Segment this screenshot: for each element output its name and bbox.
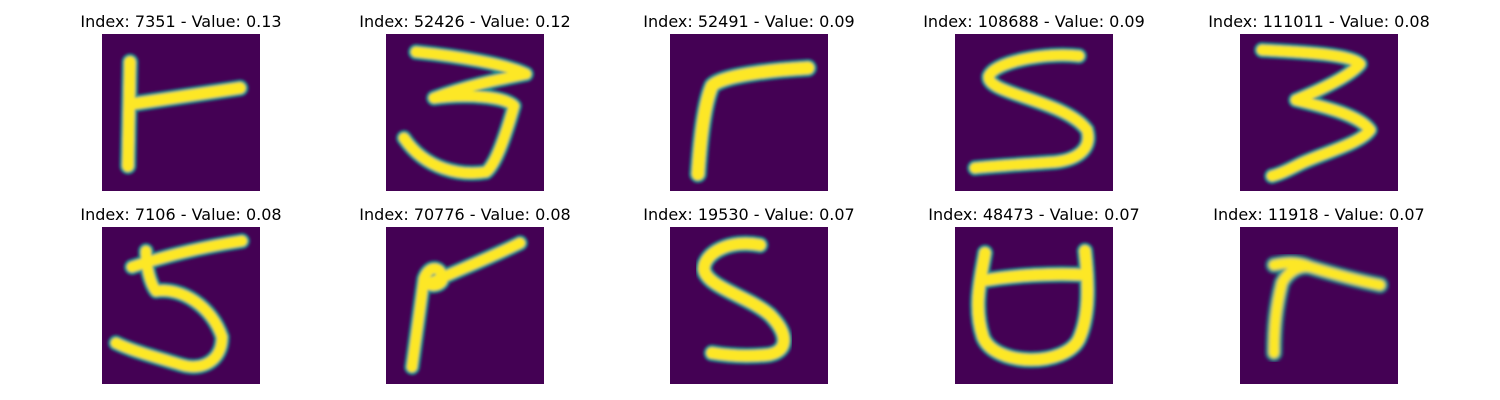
panel-title: Index: 11918 - Value: 0.07 — [1213, 205, 1425, 224]
digit-image — [955, 227, 1113, 384]
digit-image — [955, 34, 1113, 191]
panel-title: Index: 7106 - Value: 0.08 — [80, 205, 282, 224]
panel-title: Index: 70776 - Value: 0.08 — [359, 205, 571, 224]
panel-title: Index: 19530 - Value: 0.07 — [643, 205, 855, 224]
panel-title: Index: 52426 - Value: 0.12 — [359, 12, 571, 31]
panel-title: Index: 7351 - Value: 0.13 — [80, 12, 282, 31]
digit-image — [1240, 34, 1398, 191]
panel-title: Index: 108688 - Value: 0.09 — [923, 12, 1145, 31]
digit-image — [1240, 227, 1398, 384]
panel-title: Index: 111011 - Value: 0.08 — [1208, 12, 1430, 31]
digit-image — [102, 227, 260, 384]
digit-image — [670, 227, 828, 384]
panel-title: Index: 48473 - Value: 0.07 — [928, 205, 1140, 224]
digit-image — [386, 34, 544, 191]
digit-image — [102, 34, 260, 191]
digit-image — [670, 34, 828, 191]
digit-image — [386, 227, 544, 384]
panel-title: Index: 52491 - Value: 0.09 — [643, 12, 855, 31]
